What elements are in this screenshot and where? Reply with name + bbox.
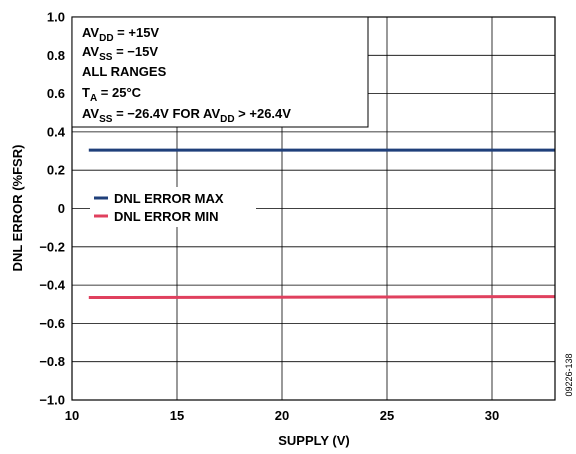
legend-box (90, 187, 256, 227)
series-lines (88, 148, 556, 300)
x-axis-title: SUPPLY (V) (278, 433, 350, 448)
x-tick-label: 25 (380, 408, 394, 423)
y-tick-label: −0.8 (39, 354, 65, 369)
x-tick-label: 30 (485, 408, 499, 423)
x-tick-label: 15 (170, 408, 184, 423)
figure-id: 09226-138 (564, 353, 574, 396)
y-tick-label: 0.8 (47, 48, 65, 63)
y-tick-label: 0 (58, 201, 65, 216)
y-tick-label: −0.2 (39, 239, 65, 254)
y-tick-label: −0.4 (39, 278, 65, 293)
series-line (88, 295, 556, 300)
y-axis-title: DNL ERROR (%FSR) (10, 145, 25, 272)
annotation-temperature: TA = 25°C (82, 85, 142, 104)
annotation-ranges: ALL RANGES (82, 64, 167, 79)
legend-label-min: DNL ERROR MIN (114, 209, 218, 224)
y-tick-label: 0.2 (47, 163, 65, 178)
legend-label-max: DNL ERROR MAX (114, 191, 224, 206)
y-tick-labels: 1.0 0.8 0.6 0.4 0.2 0 −0.2 −0.4 −0.6 −0.8 −1.0 (39, 10, 65, 408)
annotation-box (71, 16, 369, 128)
x-tick-label: 10 (65, 408, 79, 423)
y-tick-label: 1.0 (47, 10, 65, 25)
annotation-avss: AVSS = −15V (82, 44, 158, 63)
y-tick-label: 0.4 (47, 124, 66, 139)
x-tick-label: 20 (275, 408, 289, 423)
y-tick-label: 0.6 (47, 86, 65, 101)
x-tick-labels: 10 15 20 25 30 (65, 408, 499, 423)
annotation-avdd: AVDD = +15V (82, 25, 159, 44)
annotation-avss-condition: AVSS = −26.4V FOR AVDD > +26.4V (82, 106, 291, 125)
y-tick-label: −0.6 (39, 316, 65, 331)
y-tick-label: −1.0 (39, 393, 65, 408)
